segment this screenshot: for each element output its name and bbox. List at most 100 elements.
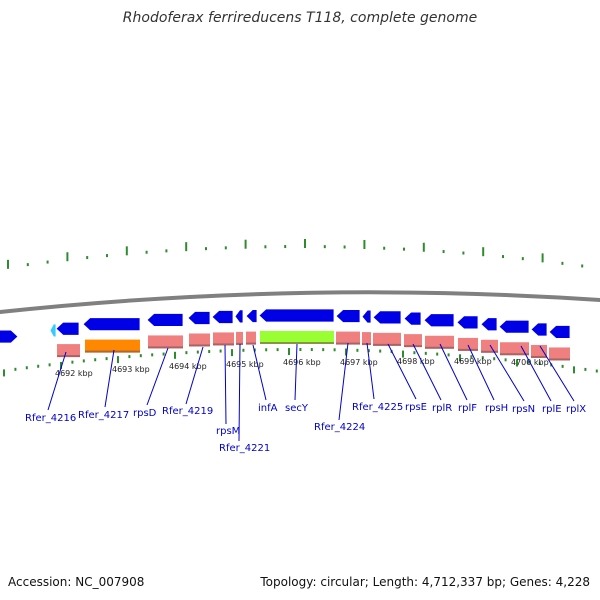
gene-feature-shadow (189, 344, 210, 347)
gene-feature (246, 331, 256, 345)
gene-label-rpse[interactable]: rpsE (405, 402, 427, 413)
gene-feature (481, 339, 498, 353)
cds-arrow (146, 313, 184, 327)
gene-label-rfer-4217[interactable]: Rfer_4217 (78, 410, 129, 421)
gene-feature-shadow (85, 350, 140, 353)
gene-label-rpsm[interactable]: rpsM (216, 426, 240, 437)
cds-arrow (548, 325, 571, 339)
gene-feature-shadow (458, 348, 478, 351)
gene-label-rple[interactable]: rplE (542, 404, 562, 415)
cds-arrow (82, 317, 141, 332)
leader-line (520, 345, 552, 402)
gene-label-rfer-4221[interactable]: Rfer_4221 (219, 443, 270, 454)
gene-feature-shadow (500, 353, 529, 356)
leader-line (294, 343, 298, 401)
gene-feature (531, 344, 547, 358)
gene-feature (189, 333, 210, 347)
gene-feature (57, 344, 80, 358)
leader-line (489, 344, 525, 402)
cds-arrow (480, 317, 498, 332)
cds-arrow (498, 319, 530, 334)
kbp-tick-label: 4698 kbp (397, 357, 435, 366)
label-leader-lines (47, 342, 575, 442)
kbp-tick-label: 4692 kbp (55, 369, 93, 378)
leader-line (47, 351, 67, 411)
gene-label-rpsh[interactable]: rpsH (485, 403, 508, 414)
cds-track (0, 308, 571, 344)
gene-label-secy[interactable]: secY (285, 403, 309, 414)
gene-feature-shadow (425, 346, 454, 349)
map-title: Rhodoferax ferrireducens T118, complete … (122, 10, 478, 26)
cds-arrow (530, 322, 548, 337)
gene-feature (362, 332, 371, 346)
gene-feature (336, 331, 360, 345)
gene-feature (148, 335, 183, 349)
gene-feature-shadow (531, 355, 547, 358)
gene-feature-shadow (246, 342, 256, 345)
gene-feature-shadow (481, 350, 498, 353)
leader-line (238, 343, 241, 442)
gene-labels: Rfer_4216 Rfer_4217 rpsD Rfer_4219 rpsM … (25, 402, 586, 454)
gene-feature (213, 332, 234, 346)
leader-line (467, 344, 495, 401)
cds-arrow (245, 309, 258, 323)
cds-arrow (372, 310, 402, 325)
gene-label-rplx[interactable]: rplX (566, 404, 586, 415)
gene-feature (425, 335, 454, 349)
leader-line (412, 343, 442, 401)
gene-feature (458, 337, 478, 351)
cds-arrow (335, 309, 361, 323)
cds-arrow (403, 311, 422, 326)
leader-line (338, 342, 349, 421)
gene-feature-shadow (362, 343, 371, 346)
leader-line (539, 345, 575, 402)
gene-label-rfer-4225[interactable]: Rfer_4225 (352, 402, 403, 413)
gene-feature (404, 334, 422, 348)
leader-line (366, 342, 375, 400)
gene-feature-shadow (148, 346, 183, 349)
outer-tick-track (7, 239, 584, 269)
genome-backbone (0, 290, 600, 314)
gene-label-rfer-4224[interactable]: Rfer_4224 (314, 422, 365, 433)
gene-feature-shadow (373, 343, 401, 346)
kbp-tick-label: 4694 kbp (169, 362, 207, 371)
kbp-tick-label: 4699 kbp (454, 357, 492, 366)
leader-line (387, 343, 417, 400)
gene-feature (85, 339, 140, 353)
leader-line (185, 346, 204, 405)
gene-feature-shadow (404, 345, 422, 348)
leader-line (104, 349, 115, 408)
cds-arrow (0, 329, 19, 344)
gene-feature (260, 331, 334, 345)
gene-label-rplr[interactable]: rplR (432, 403, 452, 414)
gene-feature (500, 342, 529, 356)
gene-feature-shadow (549, 358, 570, 361)
cds-arrow (361, 309, 372, 324)
leader-line (146, 347, 169, 406)
gene-feature-shadow (236, 342, 243, 345)
gene-track (57, 331, 570, 361)
gene-feature (549, 347, 570, 361)
leader-line (252, 344, 267, 401)
genome-stats-text: Topology: circular; Length: 4,712,337 bp… (260, 575, 590, 589)
cds-arrow (258, 308, 335, 323)
inner-tick-track (3, 348, 598, 377)
gene-label-rplf[interactable]: rplF (458, 403, 477, 414)
kbp-tick-label: 4697 kbp (340, 358, 378, 367)
gene-feature-shadow (213, 343, 234, 346)
gene-label-rpsd[interactable]: rpsD (133, 408, 157, 419)
gene-label-rfer-4216[interactable]: Rfer_4216 (25, 413, 76, 424)
kbp-tick-label: 4696 kbp (283, 358, 321, 367)
gene-label-rfer-4219[interactable]: Rfer_4219 (162, 406, 213, 417)
gene-label-infa[interactable]: infA (258, 403, 278, 414)
gene-feature (236, 331, 243, 345)
kbp-tick-label: 4695 kbp (226, 360, 264, 369)
accession-text: Accession: NC_007908 (8, 575, 145, 589)
cds-arrow (423, 313, 455, 328)
gene-label-rpsn[interactable]: rpsN (512, 404, 535, 415)
cds-arrow (211, 310, 234, 324)
gene-feature-shadow (57, 355, 80, 358)
cds-arrow (187, 311, 211, 325)
cds-arrow (55, 321, 80, 336)
